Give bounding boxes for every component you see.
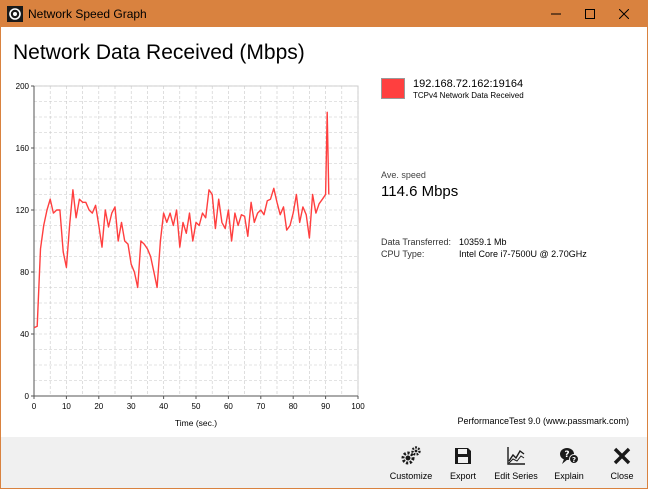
speed-chart: 0 10 20 30 40 50 60 70 80 90 100 0 40 80 120 160 200 Time… [16,82,366,428]
window-close-button[interactable] [601,1,647,27]
y-tick-label: 80 [20,268,29,277]
export-button[interactable]: Export [435,437,491,488]
gears-icon [401,446,421,465]
chart-line-icon [507,447,525,465]
explain-button[interactable]: ? ? Explain [541,437,597,488]
credit-text: PerformanceTest 9.0 (www.passmark.com) [457,416,629,426]
x-tick-label: 30 [127,402,136,411]
legend-series-name: 192.168.72.162:19164 [413,78,524,90]
x-tick-label: 0 [32,402,37,411]
close-label: Close [610,471,634,481]
legend-series-description: TCPv4 Network Data Received [413,91,524,100]
x-tick-label: 40 [159,402,168,411]
x-tick-label: 100 [351,402,365,411]
close-icon [619,9,629,19]
maximize-button[interactable] [567,1,613,27]
x-tick-label: 60 [224,402,233,411]
x-icon [613,447,631,465]
edit-series-label: Edit Series [494,471,538,481]
x-tick-label: 10 [62,402,71,411]
x-tick-label: 50 [192,402,201,411]
average-speed-value: 114.6 Mbps [381,183,459,200]
close-button[interactable]: Close [594,437,648,488]
customize-button[interactable]: Customize [383,437,439,488]
explain-label: Explain [554,471,584,481]
x-tick-label: 70 [256,402,265,411]
series-line [33,111,330,329]
y-tick-label: 40 [20,330,29,339]
y-tick-label: 0 [25,392,30,401]
title-bar[interactable]: Network Speed Graph [1,1,647,27]
window-title: Network Speed Graph [28,7,147,21]
x-tick-label: 90 [321,402,330,411]
minimize-button[interactable] [533,1,579,27]
x-tick-label: 80 [289,402,298,411]
average-speed-label: Ave. speed [381,170,426,180]
data-transferred-value: 10359.1 Mb [459,237,507,247]
legend-color-swatch[interactable] [381,78,405,99]
x-tick-label: 20 [94,402,103,411]
maximize-icon [585,9,595,19]
help-bubble-icon: ? ? [560,448,579,464]
svg-text:?: ? [564,450,569,460]
app-logo-icon [7,6,23,22]
floppy-icon [455,448,471,464]
export-label: Export [449,471,476,481]
customize-label: Customize [389,471,433,481]
graph-heading: Network Data Received (Mbps) [13,41,305,64]
svg-text:?: ? [572,456,576,464]
cpu-type-value: Intel Core i7-7500U @ 2.70GHz [459,249,587,259]
cpu-type-label: CPU Type: [381,249,425,259]
y-tick-label: 200 [16,82,30,91]
edit-series-button[interactable]: Edit Series [488,437,544,488]
y-tick-label: 160 [16,144,30,153]
y-tick-label: 120 [16,206,30,215]
bottom-toolbar: Customize Export Edit Series ? [1,437,647,488]
data-transferred-label: Data Transferred: [381,237,452,247]
x-axis-label: Time (sec.) [175,418,217,428]
minimize-icon [551,13,561,15]
